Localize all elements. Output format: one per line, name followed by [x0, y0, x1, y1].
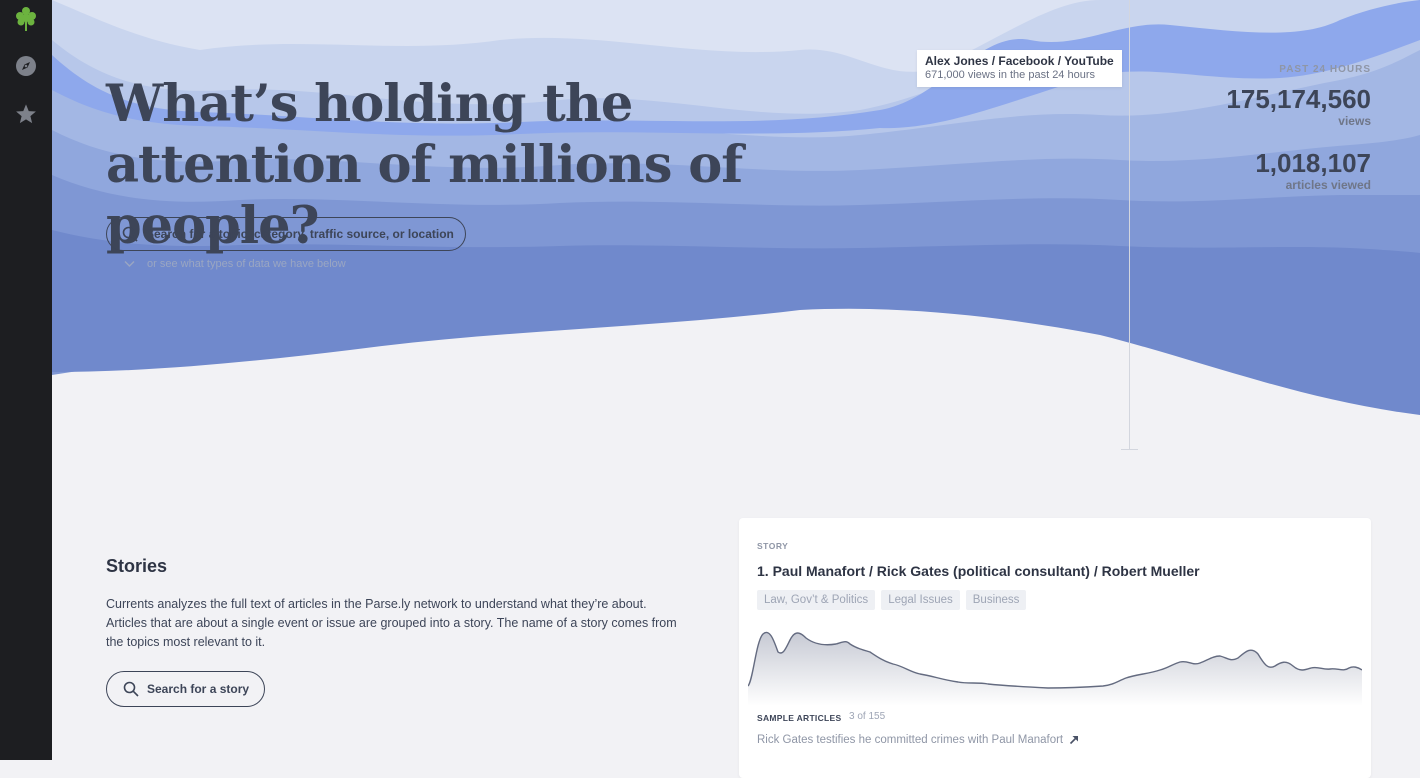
story-tag[interactable]: Business [965, 590, 1027, 610]
story-sparkline [748, 631, 1362, 706]
search-story-label: Search for a story [147, 682, 250, 696]
sidebar [0, 0, 52, 760]
hero-headline: What’s holding the attention of millions… [106, 74, 743, 256]
sparkline-area [748, 632, 1362, 706]
stories-heading: Stories [106, 556, 168, 576]
story-title[interactable]: 1. Paul Manafort / Rick Gates (political… [757, 563, 1200, 579]
topic-search-input[interactable]: Search for a topic, category, traffic so… [106, 217, 466, 251]
story-card[interactable]: STORY 1. Paul Manafort / Rick Gates (pol… [739, 518, 1371, 778]
parsely-logo-icon[interactable] [13, 6, 39, 32]
external-link-icon [1070, 736, 1079, 745]
sample-article-link[interactable]: Rick Gates testifies he committed crimes… [757, 734, 1079, 746]
story-tags: Law, Gov’t & Politics Legal Issues Busin… [757, 590, 1027, 610]
stats-panel: PAST 24 HOURS 175,174,560 views 1,018,10… [1226, 64, 1371, 192]
sparkline-line [748, 631, 1362, 689]
sample-articles-count: 3 of 155 [849, 711, 886, 722]
search-story-button[interactable]: Search for a story [106, 671, 265, 707]
search-icon [122, 226, 138, 242]
sample-articles-label: SAMPLE ARTICLES [757, 713, 842, 723]
stream-layer [52, 230, 1420, 415]
views-count: 175,174,560 [1226, 84, 1371, 114]
stories-description: Currents analyzes the full text of artic… [106, 597, 677, 649]
chevron-down-icon [124, 261, 135, 267]
search-icon [123, 681, 139, 697]
tooltip-title: Alex Jones / Facebook / YouTube [925, 54, 1114, 68]
story-tag[interactable]: Law, Gov’t & Politics [757, 590, 876, 610]
sample-article-title: Rick Gates testifies he committed crimes… [757, 734, 1064, 746]
stats-period-label: PAST 24 HOURS [1279, 64, 1371, 75]
see-data-types-label: or see what types of data we have below [147, 258, 346, 270]
story-tag[interactable]: Legal Issues [881, 590, 960, 610]
star-icon[interactable] [13, 101, 39, 127]
hover-indicator-line [1129, 0, 1130, 450]
stream-tooltip: Alex Jones / Facebook / YouTube 671,000 … [917, 50, 1122, 87]
articles-count: 1,018,107 [1255, 148, 1371, 178]
views-label: views [1338, 114, 1371, 128]
stream-layer [52, 0, 1420, 136]
see-data-types-link[interactable]: or see what types of data we have below [124, 258, 346, 270]
search-placeholder: Search for a topic, category, traffic so… [146, 227, 454, 241]
hover-indicator-tick [1121, 449, 1138, 450]
compass-icon[interactable] [13, 53, 39, 79]
story-card-label: STORY [757, 541, 789, 551]
articles-label: articles viewed [1285, 178, 1371, 192]
tooltip-subtitle: 671,000 views in the past 24 hours [925, 69, 1096, 81]
